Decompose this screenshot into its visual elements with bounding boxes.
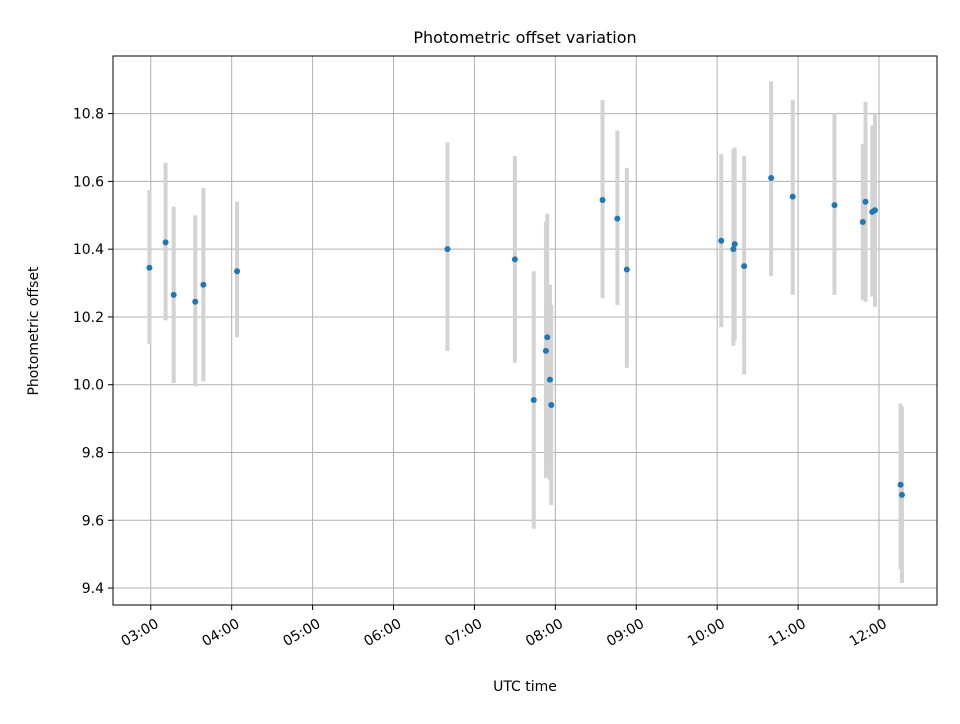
- data-point: [871, 207, 878, 214]
- data-point: [146, 264, 153, 271]
- plot-frame: [112, 55, 938, 606]
- data-point: [192, 298, 199, 305]
- data-point: [741, 263, 748, 270]
- y-tick-label: 10.6: [73, 174, 104, 190]
- chart-title: Photometric offset variation: [413, 28, 636, 47]
- data-point: [898, 491, 905, 498]
- y-tick-label: 10.8: [73, 107, 104, 123]
- data-point: [768, 175, 775, 181]
- data-point: [170, 291, 177, 298]
- y-tick-label: 9.6: [82, 513, 104, 529]
- data-point: [897, 481, 904, 488]
- data-point: [544, 334, 551, 341]
- x-axis-label: UTC time: [493, 679, 557, 695]
- data-point: [623, 266, 630, 273]
- data-point: [234, 268, 241, 275]
- y-axis-label: Photometric offset: [26, 266, 42, 396]
- data-points: [146, 175, 905, 498]
- data-point: [511, 256, 518, 263]
- data-point: [546, 376, 553, 383]
- data-point: [614, 215, 621, 222]
- data-point: [789, 193, 796, 200]
- data-point: [200, 281, 207, 288]
- data-point: [530, 396, 537, 403]
- data-point: [542, 347, 549, 354]
- data-point: [731, 241, 738, 248]
- y-tick-label: 10.4: [73, 242, 104, 258]
- data-point: [859, 219, 866, 226]
- data-point: [599, 197, 606, 204]
- y-tick-label: 9.8: [82, 446, 104, 462]
- data-point: [730, 246, 737, 253]
- y-tick-label: 10.0: [73, 378, 104, 394]
- data-point: [162, 239, 169, 246]
- data-point: [548, 402, 555, 409]
- data-point: [444, 246, 451, 253]
- y-tick-label: 10.2: [73, 310, 104, 326]
- data-point: [718, 237, 725, 244]
- data-point: [831, 202, 838, 209]
- grid-lines: [113, 56, 937, 605]
- y-tick-label: 9.4: [82, 581, 104, 597]
- data-point: [862, 198, 869, 205]
